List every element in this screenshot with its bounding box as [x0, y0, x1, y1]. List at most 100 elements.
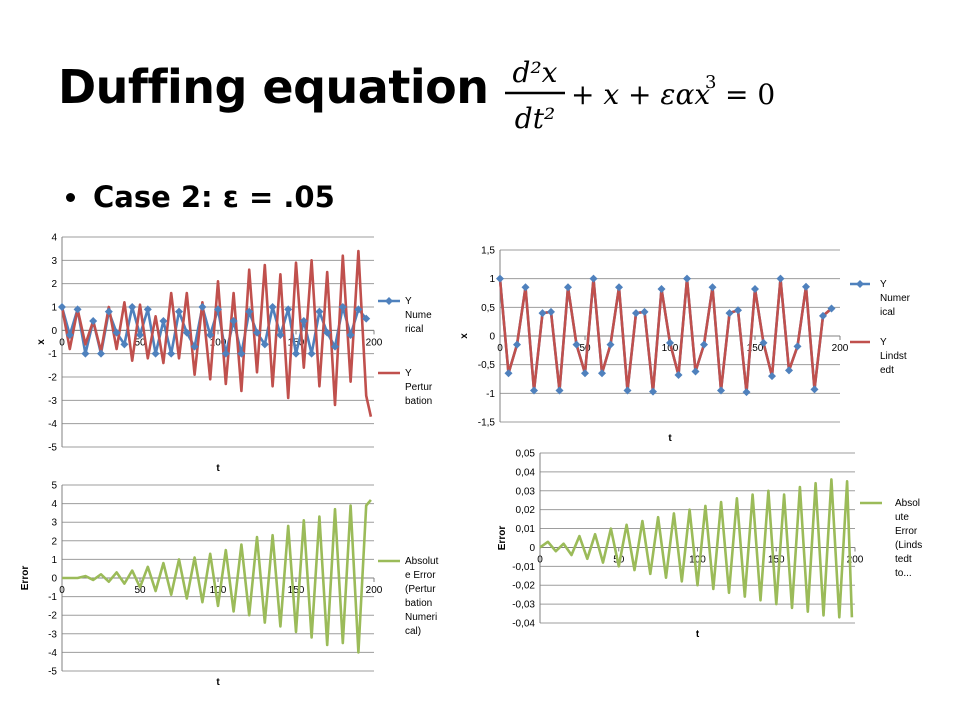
y-tick-label: -0,02 — [512, 581, 535, 592]
data-point — [299, 317, 308, 325]
y-axis-title: x — [459, 333, 470, 339]
slide-title: Duffing equation — [58, 60, 489, 114]
data-point — [284, 305, 293, 314]
y-tick-label: 0,05 — [516, 449, 536, 460]
x-tick-label: 150 — [747, 343, 764, 354]
duffing-equation: d²x dt² + x + εαx 3 = 0 — [505, 56, 775, 135]
data-point — [504, 369, 513, 378]
data-point — [632, 309, 640, 318]
data-point — [112, 328, 121, 337]
data-point — [89, 317, 98, 325]
data-point — [323, 328, 332, 337]
x-tick-label: 200 — [832, 343, 849, 354]
equation-terms: + x + εαx — [571, 78, 710, 111]
y-tick-label: 0,02 — [516, 505, 536, 516]
data-point — [802, 282, 810, 291]
x-tick-label: 200 — [847, 554, 864, 565]
data-point — [683, 274, 691, 283]
data-point — [555, 386, 564, 395]
data-point — [307, 349, 316, 358]
data-point — [717, 386, 725, 395]
y-axis-title: Error — [20, 566, 31, 591]
data-point — [221, 349, 230, 358]
y-tick-label: -0,03 — [512, 600, 535, 611]
legend-marker — [856, 280, 864, 288]
data-point — [649, 387, 657, 396]
equation-power: 3 — [705, 72, 716, 93]
x-tick-label: 50 — [579, 343, 591, 354]
series-line — [60, 249, 373, 417]
data-point — [564, 283, 572, 292]
data-point — [598, 369, 606, 378]
data-point — [810, 385, 819, 394]
data-point — [623, 386, 632, 395]
y-tick-label: -4 — [48, 419, 57, 430]
data-point — [538, 309, 547, 318]
data-point — [175, 307, 183, 316]
y-tick-label: 1,5 — [481, 246, 495, 257]
series-line — [539, 478, 854, 619]
legend-marker — [385, 297, 393, 305]
data-point — [521, 283, 530, 292]
data-point — [73, 305, 82, 314]
data-point — [734, 306, 742, 315]
data-point — [143, 305, 152, 314]
data-point — [354, 305, 363, 314]
series-line — [62, 499, 372, 654]
x-tick-label: 100 — [210, 585, 227, 596]
legend-label: Y Pertur bation — [405, 368, 433, 407]
data-point — [292, 349, 300, 358]
data-point — [362, 314, 371, 323]
x-axis-title: t — [216, 677, 220, 688]
y-tick-label: 0,01 — [516, 524, 536, 535]
x-tick-label: 0 — [497, 343, 503, 354]
y-tick-label: 3 — [51, 256, 57, 267]
y-tick-label: 0 — [529, 543, 535, 554]
data-point — [751, 284, 759, 293]
y-tick-label: 0 — [51, 326, 57, 337]
data-point — [589, 274, 598, 283]
data-point — [167, 349, 176, 358]
y-tick-label: 1 — [51, 555, 57, 566]
y-tick-label: 3 — [51, 518, 57, 529]
data-point — [237, 349, 246, 358]
data-point — [691, 367, 700, 376]
data-point — [214, 305, 222, 314]
data-point — [547, 307, 555, 316]
data-point — [742, 388, 751, 397]
equation-denominator: dt² — [515, 102, 555, 135]
y-tick-label: 4 — [51, 233, 57, 244]
y-axis-title: Error — [497, 526, 508, 551]
data-point — [640, 307, 649, 316]
y-axis-title: x — [36, 339, 47, 345]
data-point — [136, 331, 144, 339]
x-tick-label: 0 — [537, 554, 543, 565]
y-tick-label: 0,5 — [481, 303, 495, 314]
data-point — [58, 303, 66, 311]
data-point — [513, 340, 521, 349]
y-tick-label: 0,03 — [516, 486, 536, 497]
y-tick-label: 2 — [51, 536, 57, 547]
data-point — [759, 338, 768, 347]
data-point — [253, 328, 261, 337]
data-point — [657, 284, 666, 293]
data-point — [190, 342, 199, 351]
data-point — [65, 331, 74, 339]
y-tick-label: -4 — [48, 648, 57, 659]
chart-bottom-right: 0,050,040,030,020,010-0,01-0,02-0,03-0,0… — [497, 449, 922, 641]
data-point — [346, 331, 355, 339]
data-point — [182, 328, 191, 337]
y-tick-label: 0 — [51, 574, 57, 585]
y-tick-label: -2 — [48, 611, 57, 622]
equation-numerator: d²x — [513, 56, 558, 89]
legend-label: Absol ute Error (Linds tedt to... — [895, 498, 922, 579]
y-tick-label: 0 — [489, 332, 495, 343]
y-tick-label: 5 — [51, 481, 57, 492]
legend-label: Absolut e Error (Pertur bation Numeri cal) — [405, 556, 439, 637]
data-point — [104, 307, 113, 316]
data-point — [198, 303, 207, 311]
data-point — [151, 349, 160, 358]
y-tick-label: -3 — [48, 396, 57, 407]
data-point — [159, 317, 168, 325]
x-tick-label: 150 — [288, 585, 305, 596]
